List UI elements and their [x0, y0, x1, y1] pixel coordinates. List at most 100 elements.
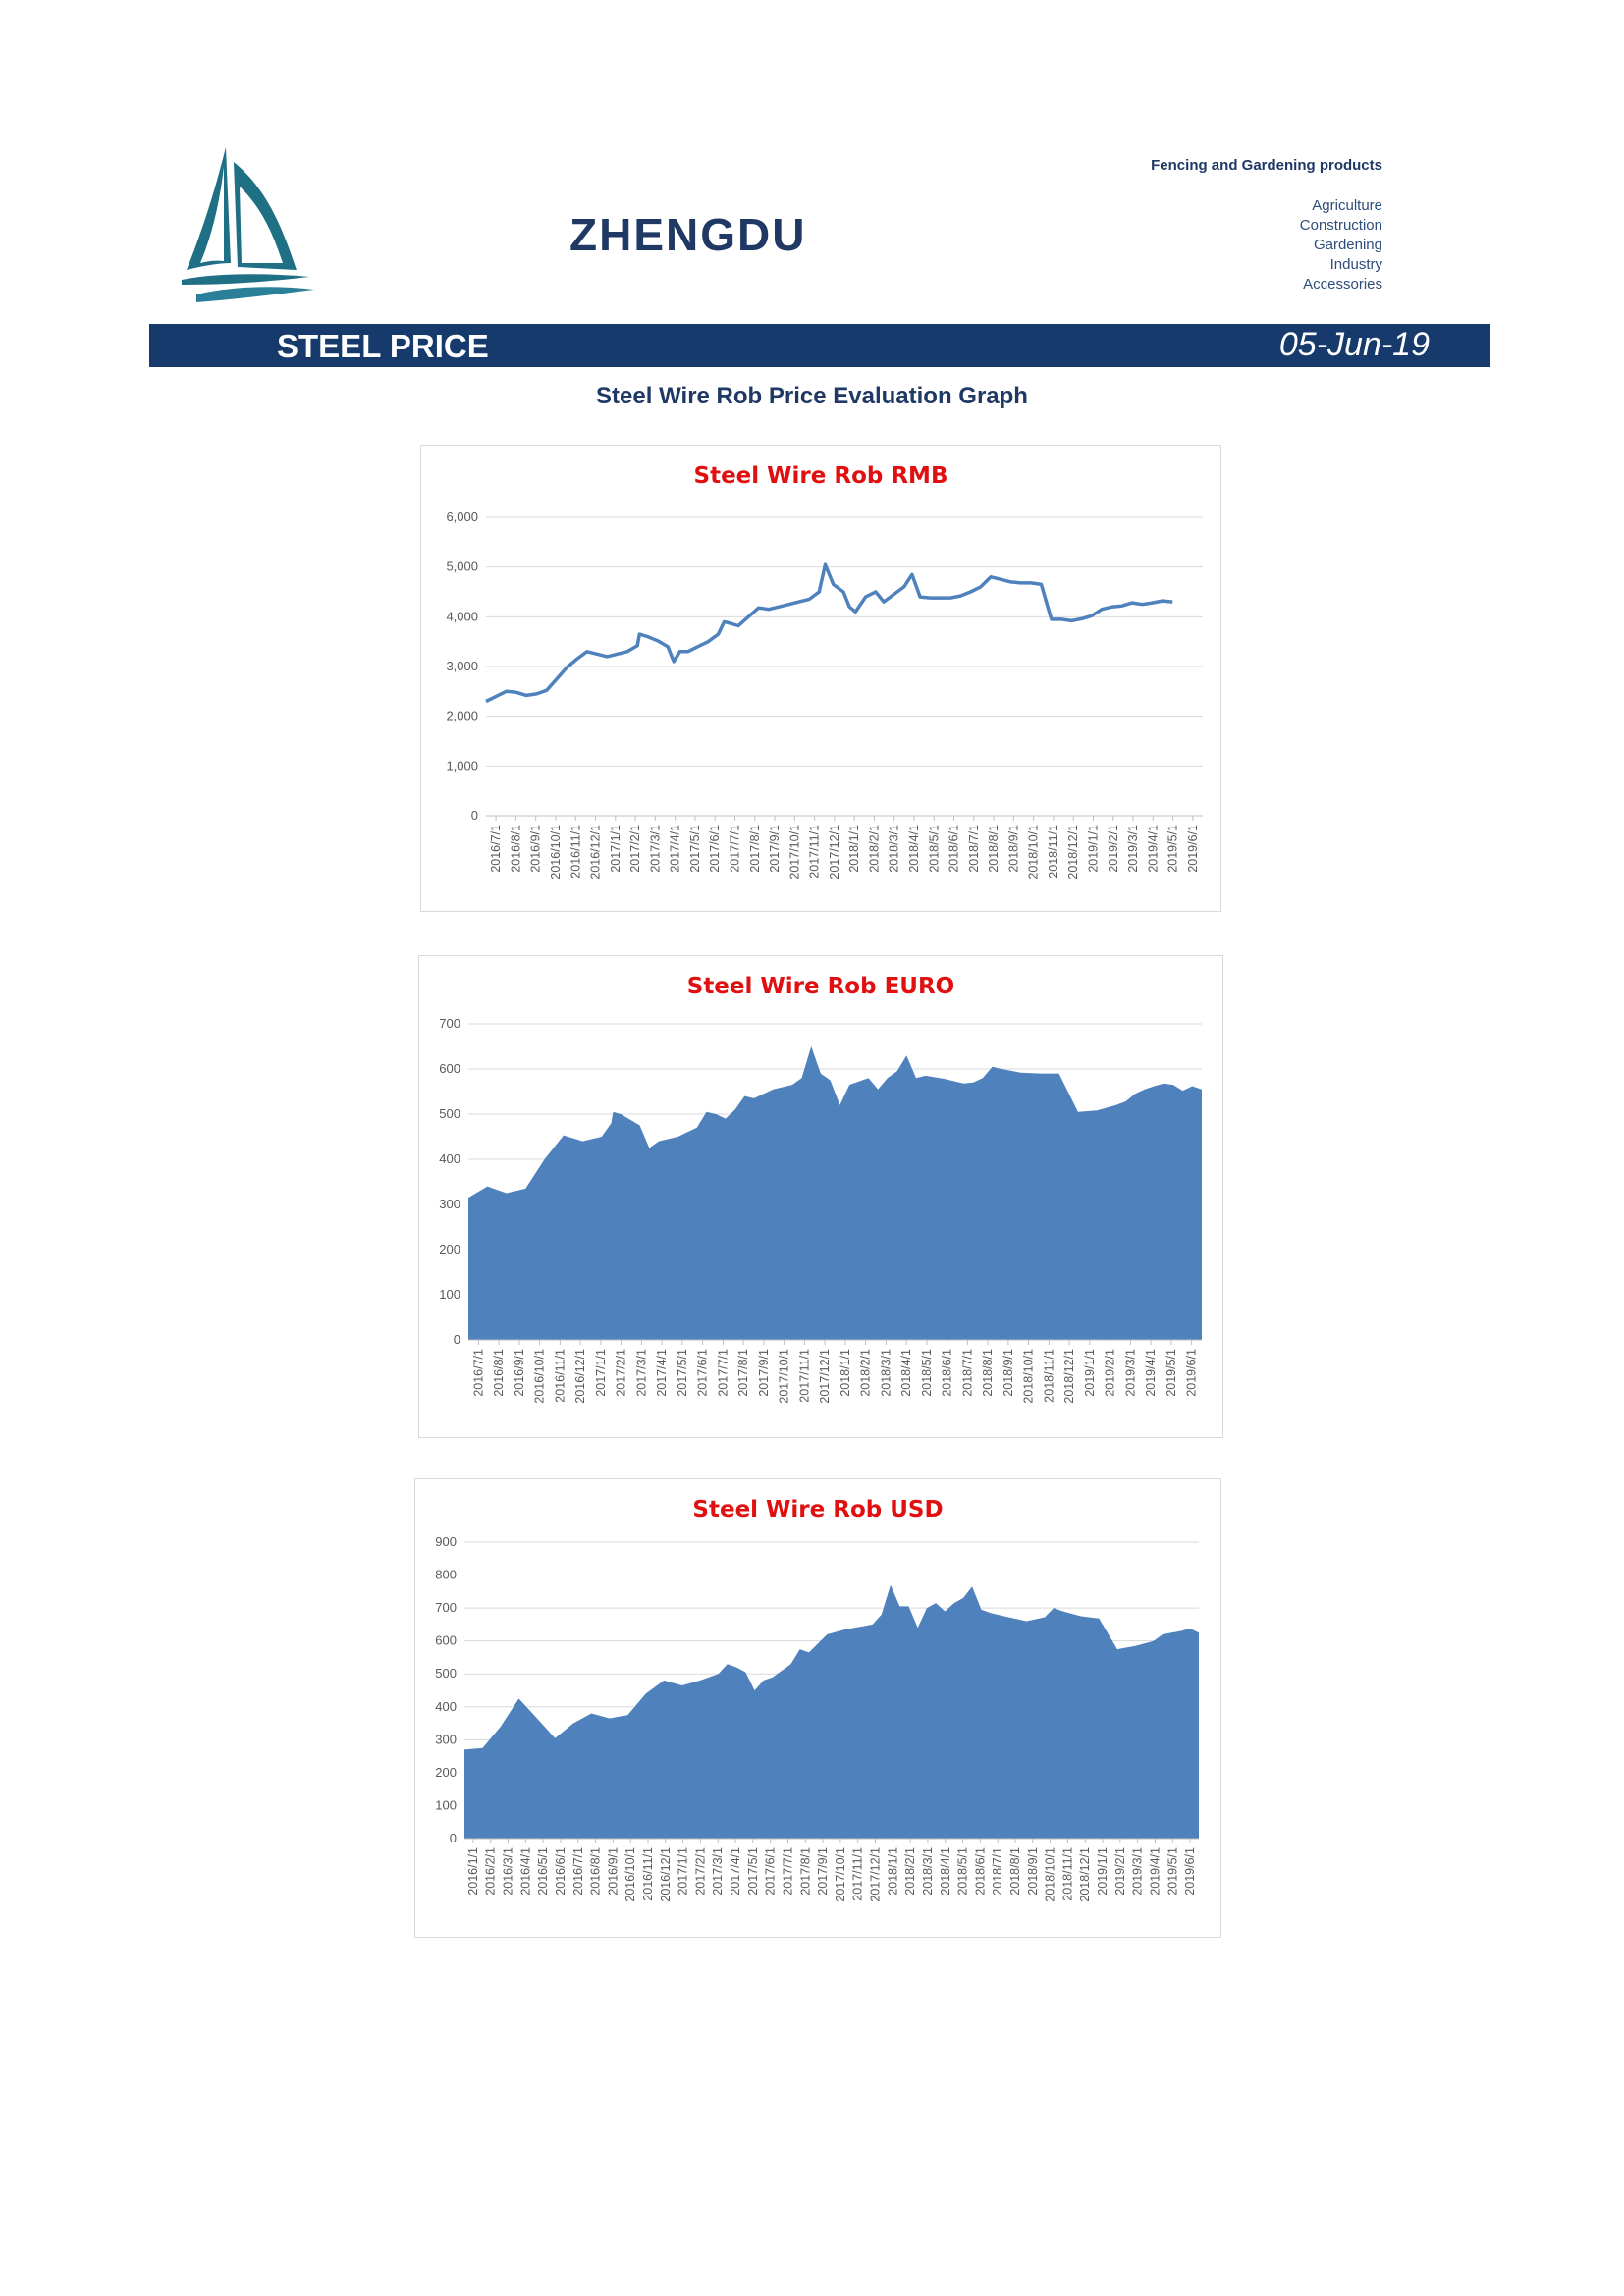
brand-name: ZHENGDU	[569, 209, 807, 260]
x-tick-label: 2017/11/1	[851, 1847, 865, 1901]
x-tick-label: 2018/10/1	[1044, 1847, 1057, 1902]
x-tick-label: 2017/5/1	[676, 1349, 689, 1397]
x-tick-label: 2018/9/1	[1026, 1847, 1040, 1896]
x-tick-label: 2018/5/1	[920, 1349, 934, 1397]
chart-rmb: Steel Wire Rob RMB 0 1,000 2,000 3,000 4,000…	[420, 445, 1221, 912]
chart-title: Steel Wire Rob USD	[692, 1497, 944, 1522]
x-tick-label: 2019/4/1	[1148, 1847, 1162, 1896]
x-tick-label: 2018/6/1	[947, 825, 961, 873]
x-tick-label: 2016/12/1	[589, 825, 603, 880]
x-tick-label: 2018/9/1	[1001, 1349, 1015, 1397]
series-line	[485, 562, 1173, 704]
x-tick-label: 2018/8/1	[981, 1349, 995, 1397]
category-item: Gardening	[1313, 237, 1382, 253]
x-tick-label: 2016/11/1	[553, 1349, 567, 1403]
y-tick-label: 400	[435, 1699, 457, 1714]
y-tick-label: 500	[439, 1106, 460, 1121]
category-list: Agriculture Construction Gardening Indus…	[1300, 196, 1382, 294]
x-tick-label: 2018/4/1	[907, 825, 921, 873]
section-title: Steel Wire Rob Price Evaluation Graph	[596, 383, 1028, 409]
x-tick-label: 2017/7/1	[728, 825, 741, 873]
y-tick-label: 800	[435, 1568, 457, 1582]
y-tick-label: 200	[439, 1242, 460, 1256]
chart-usd: Steel Wire Rob USD 0 100 200 300 400 500 600 70…	[414, 1478, 1221, 1938]
chart-rmb-plot: 0 1,000 2,000 3,000 4,000 5,000 6,000 2016/7/1 2…	[446, 509, 1203, 880]
x-tick-label: 2019/1/1	[1083, 1349, 1097, 1397]
x-tick-label: 2019/3/1	[1126, 825, 1140, 873]
y-tick-label: 0	[471, 808, 478, 823]
x-tick-label: 2019/5/1	[1165, 1847, 1179, 1896]
x-tick-label: 2019/2/1	[1107, 825, 1120, 873]
x-tick-label: 2018/7/1	[967, 825, 981, 873]
x-tick-label: 2017/5/1	[688, 825, 702, 873]
series-area	[468, 1046, 1202, 1340]
x-tick-label: 2017/10/1	[787, 825, 801, 880]
x-tick-label: 2017/7/1	[716, 1349, 730, 1397]
x-tick-label: 2018/7/1	[991, 1847, 1004, 1896]
x-tick-label: 2018/11/1	[1042, 1349, 1056, 1403]
y-tick-label: 200	[435, 1765, 457, 1780]
y-tick-label: 5,000	[446, 560, 478, 574]
x-tick-label: 2017/9/1	[757, 1349, 771, 1397]
x-tick-label: 2018/5/1	[927, 825, 941, 873]
x-tick-label: 2016/7/1	[571, 1847, 585, 1896]
chart-title: Steel Wire Rob RMB	[693, 463, 948, 489]
x-tick-label: 2016/11/1	[641, 1847, 655, 1901]
x-tick-label: 2019/1/1	[1086, 825, 1100, 873]
x-tick-label: 2018/4/1	[899, 1349, 913, 1397]
x-tick-label: 2017/7/1	[781, 1847, 794, 1896]
x-tick-label: 2019/3/1	[1131, 1847, 1145, 1896]
x-tick-label: 2016/4/1	[518, 1847, 532, 1896]
y-tick-label: 0	[454, 1332, 460, 1347]
y-tick-label: 700	[439, 1016, 460, 1031]
x-tick-label: 2019/6/1	[1186, 825, 1200, 873]
x-tick-label: 2017/1/1	[609, 825, 623, 873]
x-tick-label: 2018/3/1	[921, 1847, 935, 1896]
x-tick-label: 2016/7/1	[489, 825, 503, 873]
x-tick-label: 2017/3/1	[711, 1847, 725, 1896]
x-tick-label: 2018/12/1	[1078, 1847, 1092, 1902]
x-tick-label: 2016/12/1	[573, 1349, 587, 1404]
x-tick-label: 2016/8/1	[492, 1349, 506, 1397]
x-tick-label: 2018/7/1	[960, 1349, 974, 1397]
x-tick-label: 2017/9/1	[816, 1847, 830, 1896]
series-area	[464, 1584, 1199, 1839]
x-tick-label: 2018/12/1	[1062, 1349, 1076, 1404]
x-tick-label: 2016/6/1	[554, 1847, 568, 1896]
y-tick-label: 0	[450, 1831, 457, 1845]
y-tick-label: 6,000	[446, 509, 478, 524]
y-tick-label: 300	[439, 1197, 460, 1211]
x-tick-label: 2016/8/1	[589, 1847, 603, 1896]
x-tick-label: 2018/1/1	[839, 1349, 852, 1397]
x-tick-label: 2017/2/1	[615, 1349, 628, 1397]
tagline: Fencing and Gardening products	[1151, 157, 1382, 174]
y-tick-label: 600	[439, 1061, 460, 1076]
banner-title: STEEL PRICE	[277, 328, 489, 364]
x-tick-label: 2016/7/1	[471, 1349, 485, 1397]
x-tick-label: 2019/6/1	[1185, 1349, 1199, 1397]
x-tick-label: 2016/9/1	[513, 1349, 526, 1397]
y-tick-label: 100	[435, 1797, 457, 1812]
x-tick-label: 2017/6/1	[696, 1349, 710, 1397]
chart-title: Steel Wire Rob EURO	[686, 974, 955, 999]
x-tick-label: 2018/2/1	[903, 1847, 917, 1896]
x-tick-label: 2016/11/1	[568, 825, 582, 879]
y-tick-label: 3,000	[446, 659, 478, 673]
x-tick-label: 2017/3/1	[648, 825, 662, 873]
y-tick-label: 700	[435, 1600, 457, 1615]
x-tick-label: 2016/10/1	[623, 1847, 637, 1902]
x-tick-label: 2018/6/1	[973, 1847, 987, 1896]
y-tick-label: 900	[435, 1534, 457, 1549]
x-tick-label: 2016/8/1	[509, 825, 522, 873]
category-item: Industry	[1329, 256, 1382, 273]
y-tick-label: 1,000	[446, 758, 478, 773]
x-tick-label: 2018/1/1	[847, 825, 861, 873]
x-tick-label: 2017/9/1	[768, 825, 782, 873]
x-tick-label: 2018/9/1	[1006, 825, 1020, 873]
sailboat-logo	[182, 147, 314, 302]
y-tick-label: 600	[435, 1633, 457, 1648]
x-tick-label: 2019/1/1	[1096, 1847, 1110, 1896]
y-tick-label: 100	[439, 1287, 460, 1302]
title-banner: STEEL PRICE 05-Jun-19	[149, 324, 1490, 367]
x-tick-label: 2018/6/1	[941, 1349, 954, 1397]
